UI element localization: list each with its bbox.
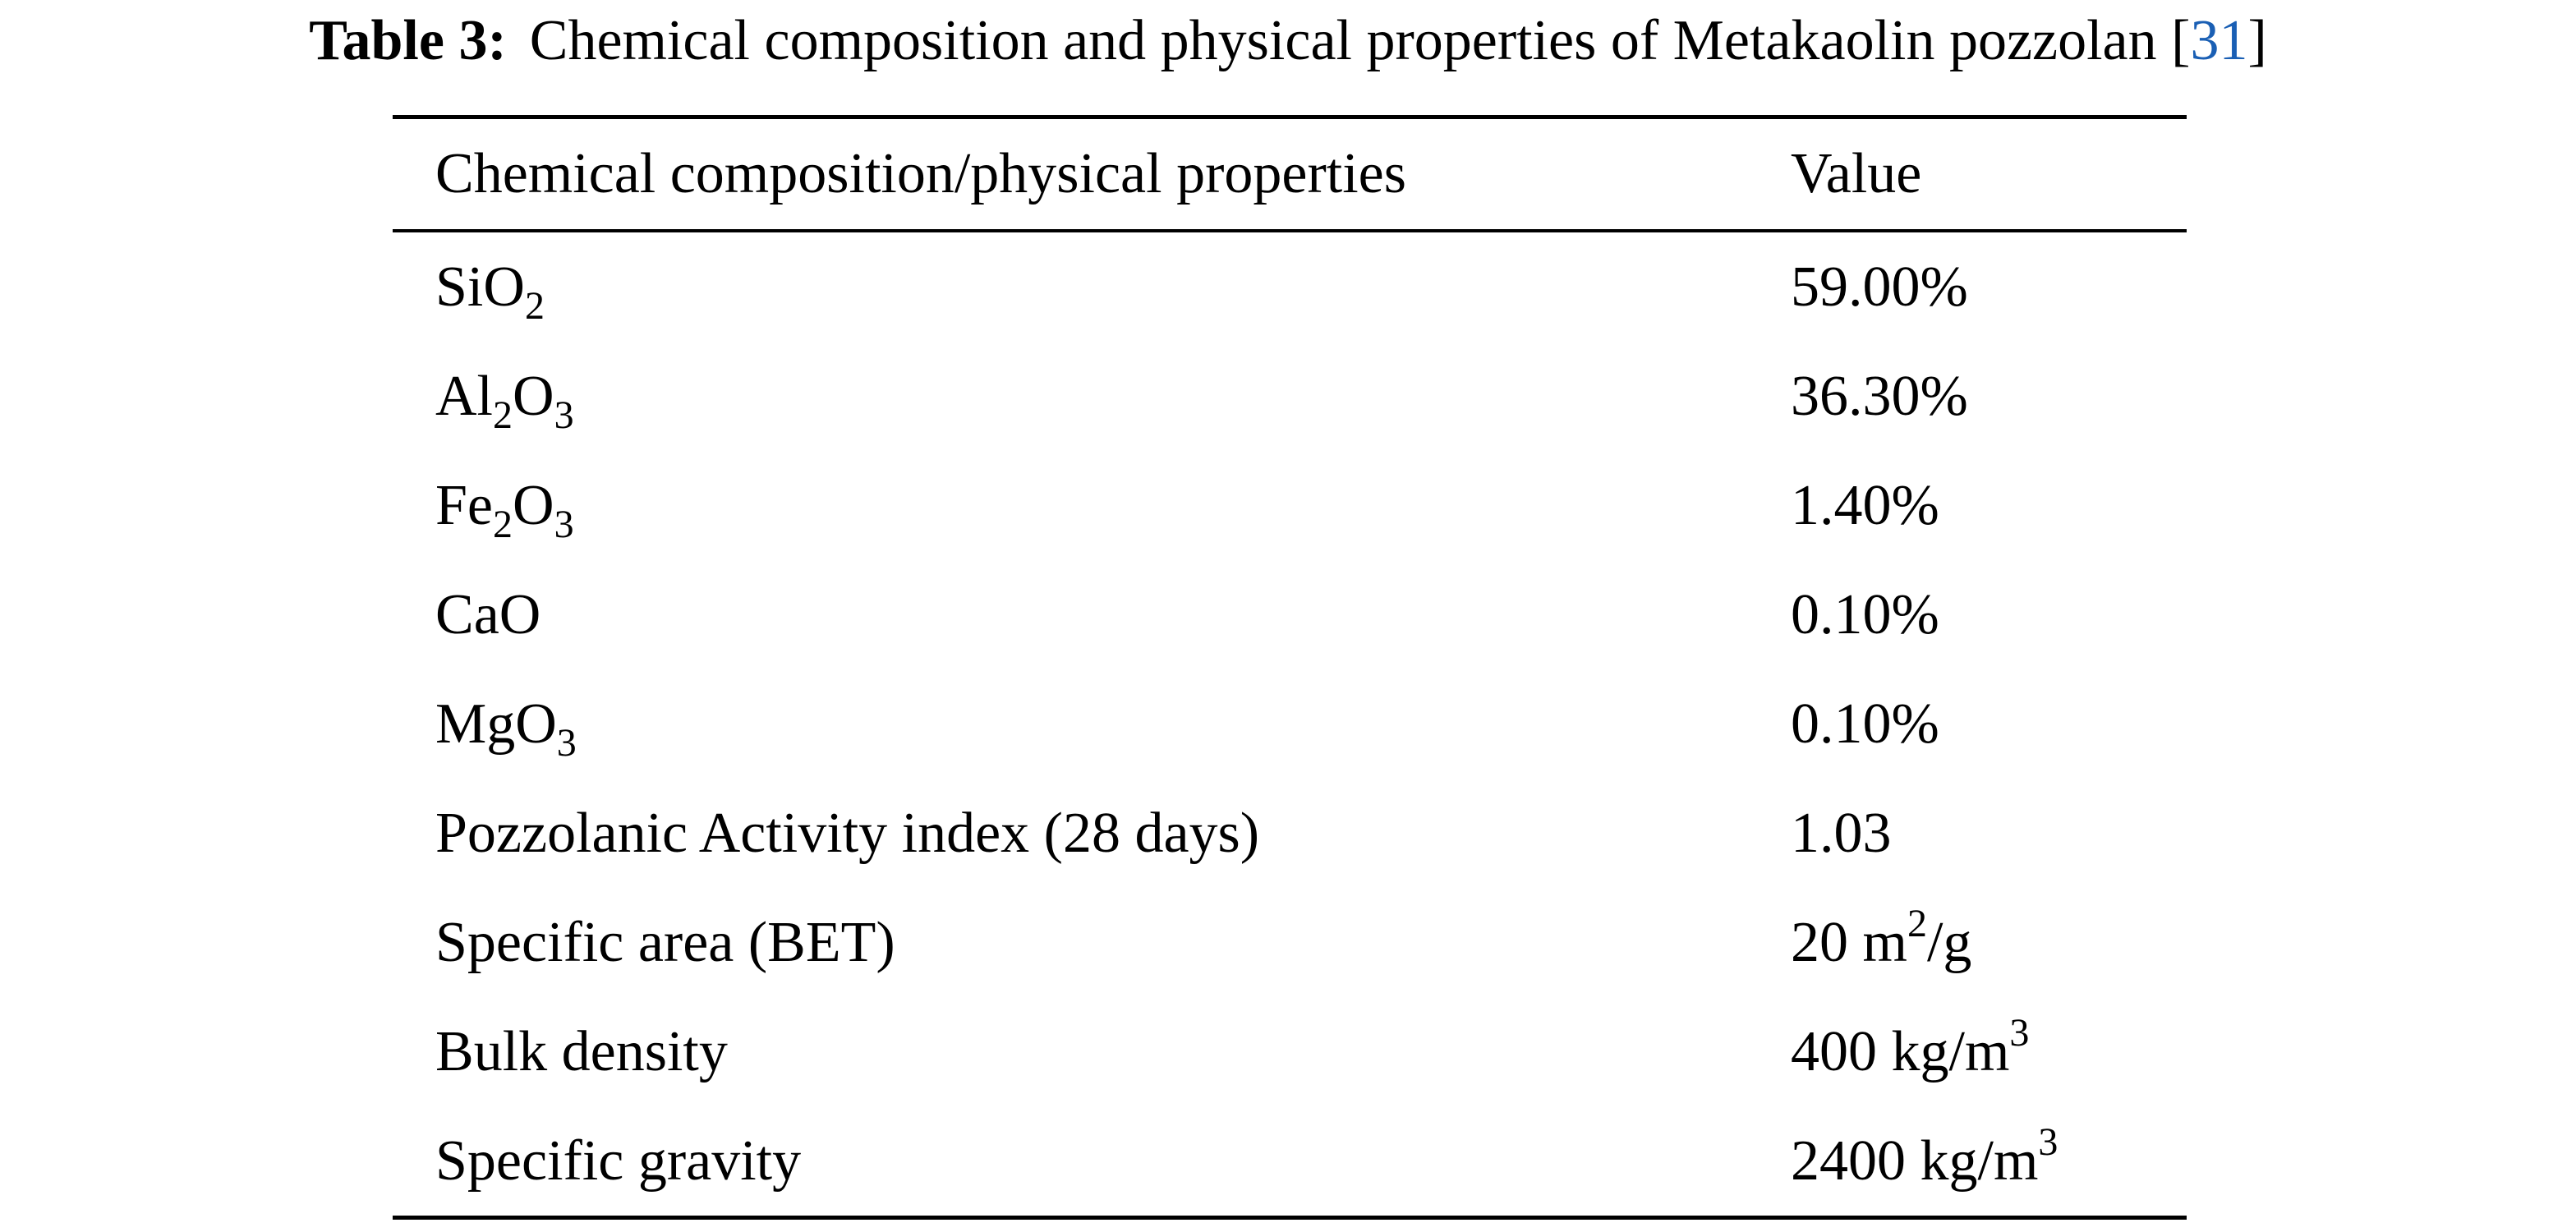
table-row: Bulk density 400 kg/m3 [393, 997, 2187, 1106]
formula-text: O [513, 364, 554, 428]
property-cell: Bulk density [435, 1019, 728, 1083]
unit-text: 400 kg/m [1791, 1019, 2010, 1083]
property-cell: Al2O3 [393, 342, 1791, 451]
value-cell: 0.10% [1791, 582, 1939, 646]
formula-text: SiO [435, 255, 525, 319]
header-property: Chemical composition/physical properties [435, 142, 1406, 205]
property-cell: CaO [435, 582, 541, 646]
value-cell: 1.40% [1791, 473, 1939, 537]
unit-superscript: 2 [1907, 901, 1927, 945]
table-label: Table 3: [309, 9, 507, 72]
table-row: CaO 0.10% [393, 560, 2187, 669]
table-row: MgO3 0.10% [393, 669, 2187, 779]
unit-text: /g [1926, 910, 1972, 974]
formula-subscript: 3 [556, 720, 577, 765]
value-cell: 1.03 [1791, 801, 1892, 865]
value-cell: 20 m2/g [1791, 888, 2187, 997]
table-container: Chemical composition/physical properties… [393, 115, 2187, 1220]
value-cell: 59.00% [1791, 255, 1968, 319]
table-row: Al2O3 36.30% [393, 342, 2187, 451]
property-cell: Specific gravity [435, 1129, 802, 1193]
table-row: SiO2 59.00% [393, 231, 2187, 342]
table-row: Specific area (BET) 20 m2/g [393, 888, 2187, 997]
header-value: Value [1791, 142, 1922, 205]
formula-subscript: 2 [524, 283, 545, 328]
property-cell: Pozzolanic Activity index (28 days) [435, 801, 1260, 865]
formula-text: MgO [435, 692, 557, 756]
value-cell: 2400 kg/m3 [1791, 1106, 2187, 1218]
property-cell: MgO3 [393, 669, 1791, 779]
unit-text: 20 m [1791, 910, 1907, 974]
property-cell: Specific area (BET) [435, 910, 895, 974]
table-row: Specific gravity 2400 kg/m3 [393, 1106, 2187, 1218]
formula-subscript: 3 [554, 502, 574, 546]
formula-subscript: 2 [493, 393, 513, 437]
formula-subscript: 3 [554, 393, 574, 437]
formula-text: Al [435, 364, 493, 428]
value-cell: 36.30% [1791, 364, 1968, 428]
table-header-row: Chemical composition/physical properties… [393, 117, 2187, 231]
property-cell: Fe2O3 [393, 451, 1791, 560]
unit-text: 2400 kg/m [1791, 1129, 2039, 1193]
caption-close-bracket: ] [2247, 9, 2267, 72]
unit-superscript: 3 [2038, 1119, 2058, 1164]
formula-text: O [513, 473, 554, 537]
formula-subscript: 2 [493, 502, 513, 546]
unit-superscript: 3 [2009, 1010, 2030, 1055]
formula-text: Fe [435, 473, 493, 537]
table-caption: Table 3: Chemical composition and physica… [0, 0, 2576, 82]
value-cell: 0.10% [1791, 692, 1939, 756]
caption-text: Chemical composition and physical proper… [529, 9, 2191, 72]
value-cell: 400 kg/m3 [1791, 997, 2187, 1106]
composition-table: Chemical composition/physical properties… [393, 115, 2187, 1220]
citation-link[interactable]: 31 [2190, 9, 2248, 72]
property-cell: SiO2 [393, 231, 1791, 342]
table-row: Pozzolanic Activity index (28 days) 1.03 [393, 779, 2187, 888]
table-row: Fe2O3 1.40% [393, 451, 2187, 560]
